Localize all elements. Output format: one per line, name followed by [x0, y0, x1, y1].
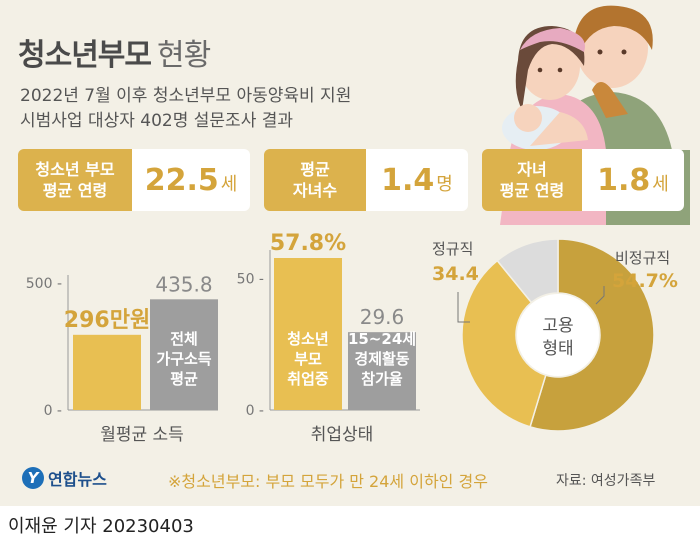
- stat-number: 22.5: [144, 162, 219, 198]
- stat-label-line-2: 평균 연령: [42, 181, 108, 200]
- bar-inner-label: 전체: [170, 330, 198, 348]
- pie-slice: [496, 238, 559, 304]
- page-title: 청소년부모 현황: [18, 30, 211, 74]
- data-label: 57.8%: [270, 231, 346, 256]
- stat-card-value: 22.5 세: [132, 149, 250, 211]
- slice-name-label: 정규직: [432, 240, 473, 258]
- donut-center-label: 고용: [542, 316, 573, 336]
- tick-label: 0 -: [44, 403, 62, 419]
- stat-label-line-1: 청소년 부모: [35, 160, 115, 179]
- bar: [150, 299, 218, 410]
- bar-inner-label: 청소년: [287, 330, 328, 348]
- axis-title: 취업상태: [311, 425, 374, 445]
- title-thin: 현황: [157, 38, 211, 73]
- stat-unit: 세: [220, 174, 238, 195]
- data-label: 29.6: [360, 305, 405, 329]
- bar-inner-label: 평균: [170, 370, 198, 388]
- stat-label-line-2: 자녀수: [292, 181, 338, 200]
- slice-name-label: 비정규직: [615, 249, 670, 267]
- stat-label-line-1: 자녀: [517, 160, 547, 179]
- pie-slice: [461, 259, 547, 428]
- footnote: ※청소년부모: 부모 모두가 만 24세 이하인 경우: [168, 472, 488, 491]
- stat-unit: 세: [652, 174, 669, 195]
- stat-number: 1.8: [597, 162, 651, 198]
- donut-center-label: 형태: [542, 339, 573, 359]
- subtitle-line-2: 시범사업 대상자 402명 설문조사 결과: [20, 111, 294, 131]
- logo-icon: Y: [22, 467, 44, 489]
- stat-card-value: 1.8 세: [582, 149, 684, 211]
- leader-line: [595, 286, 605, 305]
- logo: Y 연합뉴스: [22, 466, 107, 490]
- source: 자료: 여성가족부: [556, 473, 656, 489]
- bar-inner-label: 경제활동: [354, 350, 409, 368]
- bar-inner-label: 참가율: [361, 370, 403, 388]
- pie-slice: [529, 238, 655, 432]
- subtitle: 2022년 7월 이후 청소년부모 아동양육비 지원 시범사업 대상자 402명…: [20, 84, 351, 134]
- logo-text: 연합뉴스: [48, 470, 107, 489]
- data-label: 296만원: [64, 308, 150, 333]
- stat-number: 1.4: [381, 162, 435, 198]
- tick-label: 50 -: [237, 272, 264, 288]
- tick-label: 0 -: [246, 403, 264, 419]
- tick-label: 500 -: [26, 276, 62, 292]
- bar-inner-label: 15~24세: [348, 330, 416, 348]
- data-label: 435.8: [155, 272, 212, 296]
- axis-title: 월평균 소득: [100, 425, 184, 445]
- bar: [274, 258, 342, 410]
- donut-hole: [517, 294, 599, 376]
- byline: 이재윤 기자 20230403: [8, 516, 194, 537]
- bar-inner-label: 취업중: [287, 370, 329, 388]
- slice-value-label: 34.4: [432, 263, 479, 285]
- bar: [73, 334, 141, 410]
- subtitle-line-1: 2022년 7월 이후 청소년부모 아동양육비 지원: [20, 86, 352, 106]
- leader-line: [457, 292, 470, 323]
- title-main: 청소년부모: [18, 38, 152, 73]
- stat-label-line-1: 평균: [300, 160, 330, 179]
- stat-card-value: 1.4 명: [366, 149, 468, 211]
- bar: [348, 332, 416, 410]
- stat-unit: 명: [436, 174, 453, 195]
- bar-inner-label: 가구소득: [156, 350, 211, 368]
- stat-label-line-2: 평균 연령: [499, 181, 565, 200]
- slice-value-label: 54.7%: [612, 270, 678, 292]
- bar-inner-label: 부모: [294, 350, 322, 368]
